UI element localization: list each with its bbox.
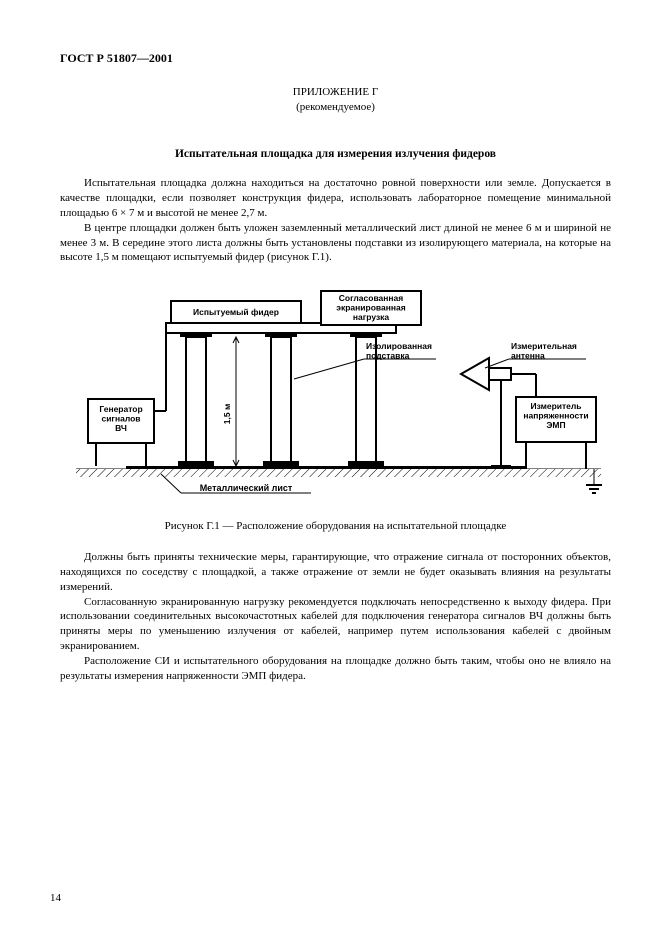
figure-caption: Рисунок Г.1 — Расположение оборудования … xyxy=(60,519,611,534)
svg-text:Испытуемый фидер: Испытуемый фидер xyxy=(193,307,279,317)
paragraph-1: Испытательная площадка должна находиться… xyxy=(60,176,611,221)
appendix-note: (рекомендуемое) xyxy=(60,100,611,115)
svg-text:1,5 м: 1,5 м xyxy=(222,404,232,424)
paragraph-2: В центре площадки должен быть уложен заз… xyxy=(60,221,611,266)
appendix-title: ПРИЛОЖЕНИЕ Г xyxy=(60,85,611,100)
section-title: Испытательная площадка для измерения изл… xyxy=(60,147,611,163)
paragraph-3: Должны быть приняты технические меры, га… xyxy=(60,550,611,595)
svg-text:Измерительнаяантенна: Измерительнаяантенна xyxy=(511,341,577,361)
page-number: 14 xyxy=(50,891,61,906)
svg-text:Изолированнаяподставка: Изолированнаяподставка xyxy=(366,341,432,361)
document-id: ГОСТ Р 51807—2001 xyxy=(60,50,173,66)
paragraph-4: Согласованную экранированную нагрузку ре… xyxy=(60,595,611,654)
svg-text:Металлический лист: Металлический лист xyxy=(199,483,292,493)
figure-g1: Металлический листГенераторсигналовВЧИсп… xyxy=(60,279,611,509)
paragraph-5: Расположение СИ и испытательного оборудо… xyxy=(60,654,611,684)
